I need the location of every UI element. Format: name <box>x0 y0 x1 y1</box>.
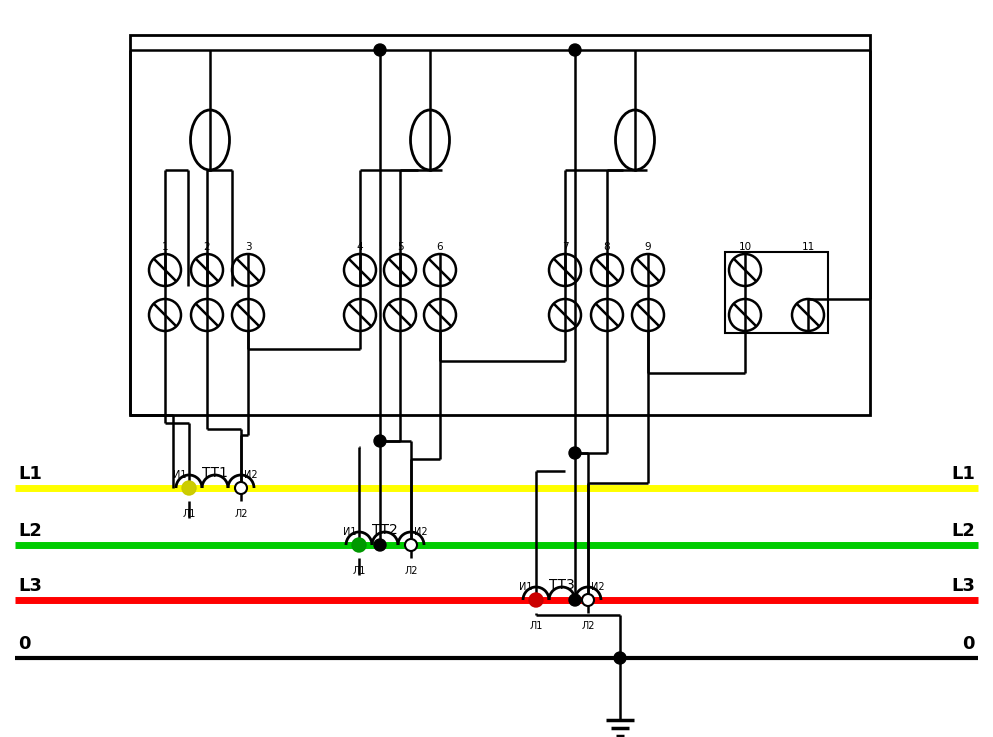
Text: L2: L2 <box>951 522 975 540</box>
Text: 9: 9 <box>644 242 651 252</box>
Circle shape <box>183 482 195 494</box>
Text: И2: И2 <box>591 582 605 592</box>
Text: 8: 8 <box>604 242 611 252</box>
Text: L1: L1 <box>951 465 975 483</box>
Text: 3: 3 <box>244 242 251 252</box>
Circle shape <box>235 482 247 494</box>
Circle shape <box>569 447 581 459</box>
Text: 5: 5 <box>396 242 403 252</box>
Circle shape <box>405 539 417 551</box>
Bar <box>130 35 870 415</box>
Circle shape <box>374 435 386 447</box>
Text: И1: И1 <box>343 527 356 537</box>
Text: L2: L2 <box>18 522 42 540</box>
Text: И1: И1 <box>519 582 533 592</box>
Text: Л1: Л1 <box>183 509 196 519</box>
Text: L3: L3 <box>951 577 975 595</box>
Text: ТТ2: ТТ2 <box>372 523 398 537</box>
Text: L3: L3 <box>18 577 42 595</box>
Circle shape <box>182 481 196 495</box>
Text: Л2: Л2 <box>234 509 247 519</box>
Text: Л1: Л1 <box>353 566 365 576</box>
Circle shape <box>530 594 542 606</box>
Text: И1: И1 <box>173 470 186 480</box>
Text: 7: 7 <box>562 242 568 252</box>
Circle shape <box>374 539 386 551</box>
Text: Л1: Л1 <box>529 621 543 631</box>
Circle shape <box>353 539 365 551</box>
Circle shape <box>569 44 581 56</box>
Text: 0: 0 <box>962 635 975 653</box>
Text: ТТ3: ТТ3 <box>549 578 575 592</box>
Text: ТТ1: ТТ1 <box>202 466 228 480</box>
Text: Л2: Л2 <box>404 566 418 576</box>
Text: 10: 10 <box>739 242 752 252</box>
Circle shape <box>569 594 581 606</box>
Text: 6: 6 <box>437 242 443 252</box>
Circle shape <box>582 594 594 606</box>
Text: 1: 1 <box>162 242 168 252</box>
Circle shape <box>614 652 626 664</box>
Text: L1: L1 <box>18 465 42 483</box>
Text: И2: И2 <box>244 470 257 480</box>
Text: 11: 11 <box>801 242 814 252</box>
Text: Л2: Л2 <box>581 621 595 631</box>
Text: И2: И2 <box>414 527 428 537</box>
Circle shape <box>374 44 386 56</box>
Circle shape <box>352 538 366 552</box>
Text: 0: 0 <box>18 635 31 653</box>
Circle shape <box>529 593 543 607</box>
Text: 2: 2 <box>204 242 211 252</box>
Text: 4: 4 <box>356 242 363 252</box>
Bar <box>725 252 828 333</box>
